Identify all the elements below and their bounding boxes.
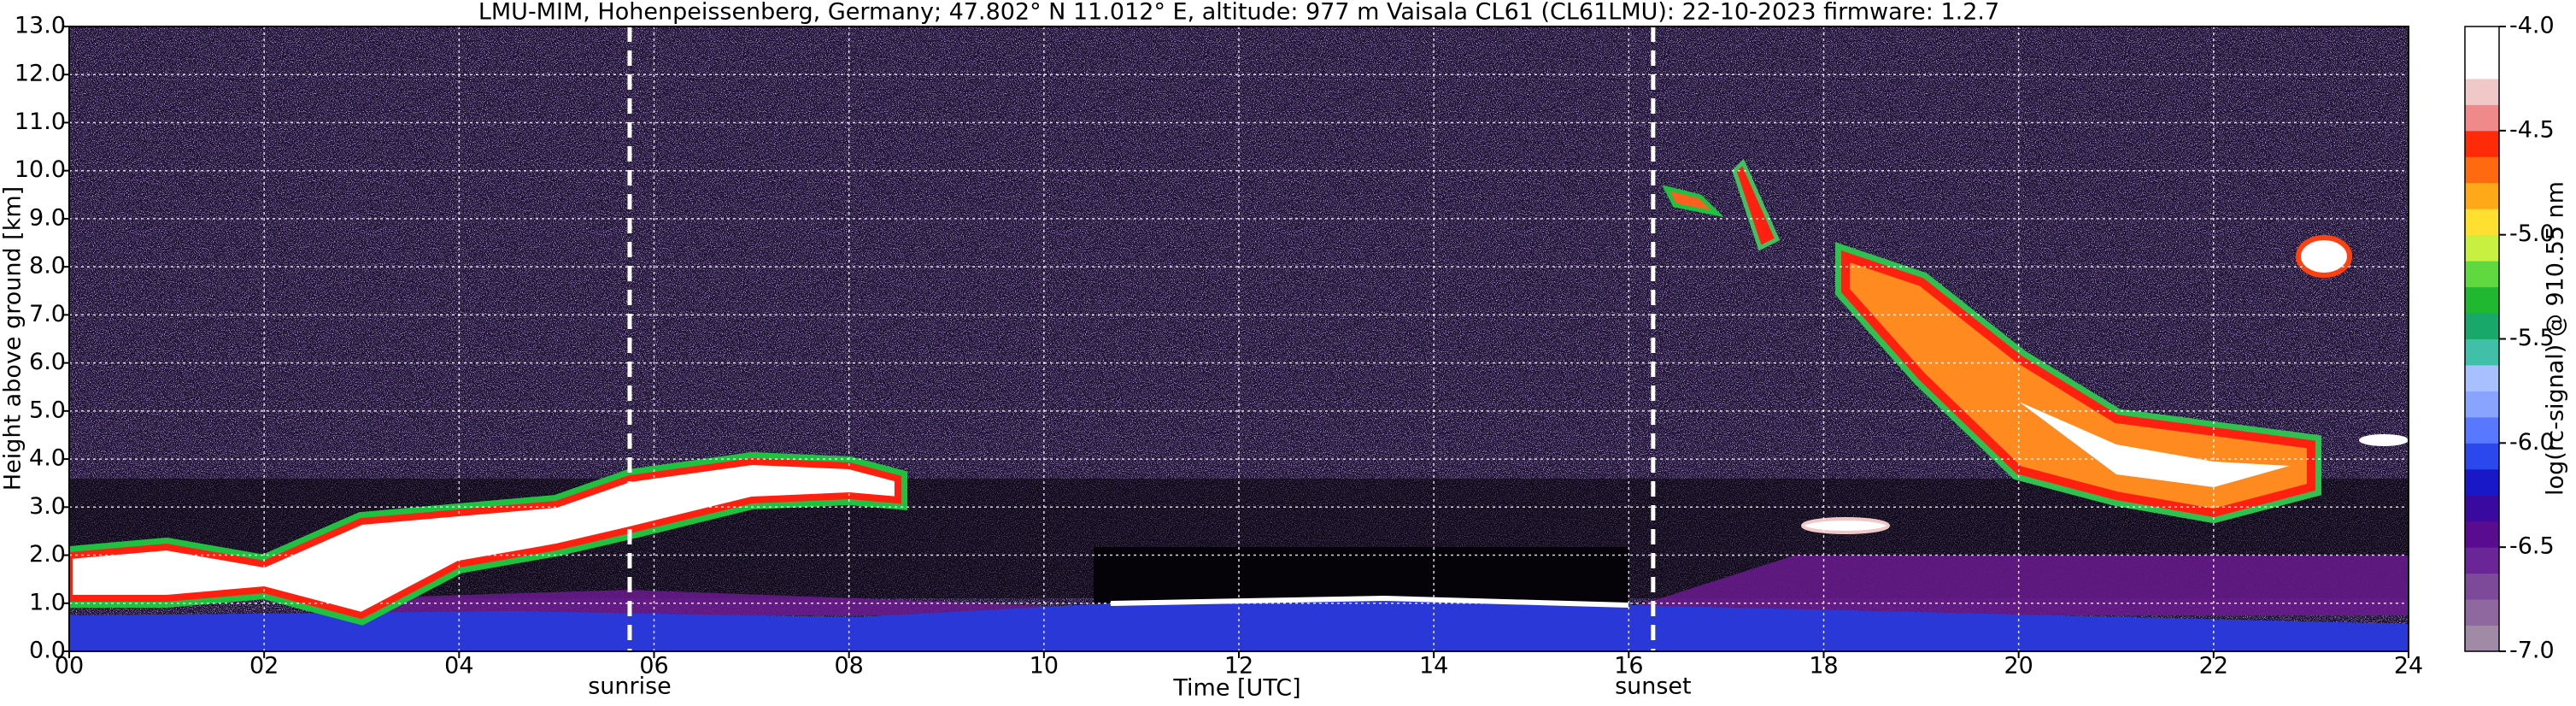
colorbar-swatch bbox=[2465, 130, 2499, 157]
colorbar-label: log(rc-signal) @ 910.55 nm bbox=[2543, 181, 2569, 496]
chart-title: LMU-MIM, Hohenpeissenberg, Germany; 47.8… bbox=[478, 0, 1999, 26]
colorbar-swatch bbox=[2465, 313, 2499, 339]
colorbar-tick-label: -6.5 bbox=[2509, 533, 2555, 560]
colorbar-swatch bbox=[2465, 443, 2499, 470]
field-morning-cloud bbox=[69, 451, 907, 626]
y-tick-label: 4.0 bbox=[29, 445, 66, 472]
colorbar-swatch bbox=[2465, 52, 2499, 79]
y-tick-label: 6.0 bbox=[29, 349, 66, 375]
colorbar-swatch bbox=[2465, 234, 2499, 262]
y-tick-label: 13.0 bbox=[15, 13, 66, 39]
x-tick-label: 10 bbox=[1030, 653, 1059, 680]
colorbar-tick-label: -5.5 bbox=[2509, 325, 2555, 351]
field-aerosol-band bbox=[359, 556, 2409, 615]
colorbar-tick-label: -6.0 bbox=[2509, 429, 2555, 456]
x-tick-label: 04 bbox=[444, 653, 473, 680]
annotation-label: sunrise bbox=[588, 674, 672, 700]
colorbar-swatch bbox=[2465, 156, 2499, 184]
colorbar-swatch bbox=[2465, 468, 2499, 496]
x-tick-label: 00 bbox=[55, 653, 84, 680]
field-evening-cloud bbox=[1662, 158, 2409, 534]
colorbar-swatch bbox=[2465, 338, 2499, 366]
colorbar-swatch bbox=[2465, 364, 2499, 391]
colorbar-swatch bbox=[2465, 521, 2499, 548]
x-tick-label: 14 bbox=[1419, 653, 1448, 680]
y-axis-label: Height above ground [km] bbox=[0, 186, 26, 491]
x-tick-label: 06 bbox=[639, 653, 668, 680]
y-tick-label: 7.0 bbox=[29, 301, 66, 327]
y-tick-label: 9.0 bbox=[29, 204, 66, 231]
x-axis-label: Time [UTC] bbox=[1172, 675, 1300, 702]
colorbar-swatch bbox=[2465, 104, 2499, 132]
x-tick-label: 02 bbox=[249, 653, 279, 680]
y-tick-label: 8.0 bbox=[29, 253, 66, 279]
colorbar-swatch bbox=[2465, 416, 2499, 444]
x-tick-label: 24 bbox=[2394, 653, 2423, 680]
field-clear-zone bbox=[1094, 547, 1628, 603]
colorbar-tick-label: -5.0 bbox=[2509, 221, 2555, 247]
colorbar-swatch bbox=[2465, 547, 2499, 574]
colorbar-tick-label: -7.0 bbox=[2509, 638, 2555, 664]
colorbar-swatch bbox=[2465, 495, 2499, 522]
y-tick-label: 2.0 bbox=[29, 541, 66, 568]
colorbar-swatch bbox=[2465, 573, 2499, 600]
colorbar-tick-label: -4.0 bbox=[2509, 13, 2555, 39]
x-tick-label: 18 bbox=[1809, 653, 1838, 680]
x-tick-label: 22 bbox=[2199, 653, 2228, 680]
colorbar-swatch bbox=[2465, 209, 2499, 236]
x-tick-label: 20 bbox=[2004, 653, 2033, 680]
y-tick-label: 5.0 bbox=[29, 397, 66, 423]
annotation-label: sunset bbox=[1615, 674, 1692, 700]
x-tick-label: 08 bbox=[834, 653, 863, 680]
y-tick-label: 0.0 bbox=[29, 638, 66, 664]
colorbar-swatch bbox=[2465, 286, 2499, 314]
colorbar-swatch bbox=[2465, 261, 2499, 288]
colorbar-swatch bbox=[2465, 26, 2499, 53]
y-tick-label: 1.0 bbox=[29, 589, 66, 615]
y-tick-label: 3.0 bbox=[29, 493, 66, 520]
y-tick-label: 12.0 bbox=[15, 61, 66, 87]
colorbar-tick-label: -4.5 bbox=[2509, 116, 2555, 143]
colorbar-swatch bbox=[2465, 182, 2499, 209]
x-tick-label: 16 bbox=[1614, 653, 1643, 680]
y-tick-label: 10.0 bbox=[15, 156, 66, 183]
colorbar-swatch bbox=[2465, 625, 2499, 652]
y-tick-label: 11.0 bbox=[15, 109, 66, 135]
x-tick-label: 12 bbox=[1224, 653, 1253, 680]
colorbar-swatch bbox=[2465, 599, 2499, 627]
colorbar-swatch bbox=[2465, 78, 2499, 105]
colorbar-swatch bbox=[2465, 391, 2499, 418]
